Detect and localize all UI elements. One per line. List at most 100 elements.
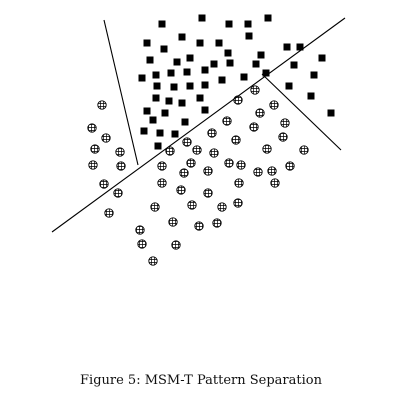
circle-point xyxy=(194,221,204,231)
square-point xyxy=(149,116,157,124)
circle-point xyxy=(101,133,111,143)
circle-point xyxy=(115,147,125,157)
square-point xyxy=(153,82,161,90)
circle-point xyxy=(253,167,263,177)
circle-point xyxy=(116,161,126,171)
circle-point xyxy=(192,145,202,155)
circle-point xyxy=(97,100,107,110)
square-point xyxy=(160,45,168,53)
circle-point xyxy=(168,217,178,227)
square-point xyxy=(186,54,194,62)
circle-point xyxy=(249,122,259,132)
square-point xyxy=(307,92,315,100)
circle-point xyxy=(267,166,277,176)
separating-line-1 xyxy=(51,17,346,233)
circle-point xyxy=(148,256,158,266)
circle-point xyxy=(135,225,145,235)
square-point xyxy=(218,76,226,84)
square-point xyxy=(210,60,218,68)
separating-line-2 xyxy=(103,19,139,166)
square-point xyxy=(215,39,223,47)
circle-point xyxy=(299,145,309,155)
circle-point xyxy=(104,208,114,218)
circle-point xyxy=(113,188,123,198)
square-point xyxy=(178,33,186,41)
circle-point xyxy=(236,160,246,170)
square-point xyxy=(181,118,189,126)
square-point xyxy=(196,94,204,102)
square-point xyxy=(318,54,326,62)
circle-point xyxy=(87,123,97,133)
circle-point xyxy=(186,158,196,168)
square-point xyxy=(290,61,298,69)
circle-point xyxy=(233,95,243,105)
circle-point xyxy=(88,160,98,170)
square-point xyxy=(165,97,173,105)
square-point xyxy=(161,109,169,117)
square-point xyxy=(138,74,146,82)
square-point xyxy=(198,14,206,22)
square-point xyxy=(244,20,252,28)
circle-point xyxy=(270,178,280,188)
circle-point xyxy=(165,146,175,156)
square-point xyxy=(154,142,162,150)
circle-class-points xyxy=(87,85,309,266)
square-point xyxy=(146,56,154,64)
square-point xyxy=(262,69,270,77)
circle-point xyxy=(285,161,295,171)
square-point xyxy=(152,94,160,102)
circle-point xyxy=(262,144,272,154)
square-point xyxy=(225,20,233,28)
square-point xyxy=(156,129,164,137)
square-point xyxy=(183,68,191,76)
circle-point xyxy=(234,178,244,188)
circle-point xyxy=(255,108,265,118)
circle-point xyxy=(157,178,167,188)
circle-point xyxy=(171,240,181,250)
circle-point xyxy=(224,158,234,168)
circle-point xyxy=(278,132,288,142)
square-point xyxy=(143,39,151,47)
figure-caption: Figure 5: MSM-T Pattern Separation xyxy=(80,373,322,388)
circle-point xyxy=(150,202,160,212)
circle-point xyxy=(203,166,213,176)
circle-point xyxy=(176,185,186,195)
square-point xyxy=(140,127,148,135)
circle-point xyxy=(182,137,192,147)
square-point xyxy=(196,39,204,47)
circle-point xyxy=(209,148,219,158)
square-point xyxy=(224,49,232,57)
square-point xyxy=(152,71,160,79)
circle-point xyxy=(280,118,290,128)
square-point xyxy=(158,20,166,28)
circle-point xyxy=(90,144,100,154)
square-point xyxy=(171,130,179,138)
separating-line-3 xyxy=(261,73,342,151)
square-point xyxy=(167,69,175,77)
square-point xyxy=(201,106,209,114)
square-point xyxy=(143,107,151,115)
square-point xyxy=(240,73,248,81)
circle-point xyxy=(217,202,227,212)
circle-point xyxy=(231,135,241,145)
circle-point xyxy=(207,128,217,138)
square-point xyxy=(252,60,260,68)
square-class-points xyxy=(138,14,335,150)
circle-point xyxy=(250,85,260,95)
square-point xyxy=(201,81,209,89)
square-point xyxy=(327,109,335,117)
square-point xyxy=(226,59,234,67)
circle-point xyxy=(203,188,213,198)
square-point xyxy=(285,82,293,90)
square-point xyxy=(245,32,253,40)
circle-point xyxy=(233,198,243,208)
circle-point xyxy=(99,179,109,189)
square-point xyxy=(201,66,209,74)
square-point xyxy=(264,14,272,22)
circle-point xyxy=(179,168,189,178)
square-point xyxy=(296,43,304,51)
circle-point xyxy=(187,200,197,210)
square-point xyxy=(257,51,265,59)
circle-point xyxy=(269,100,279,110)
